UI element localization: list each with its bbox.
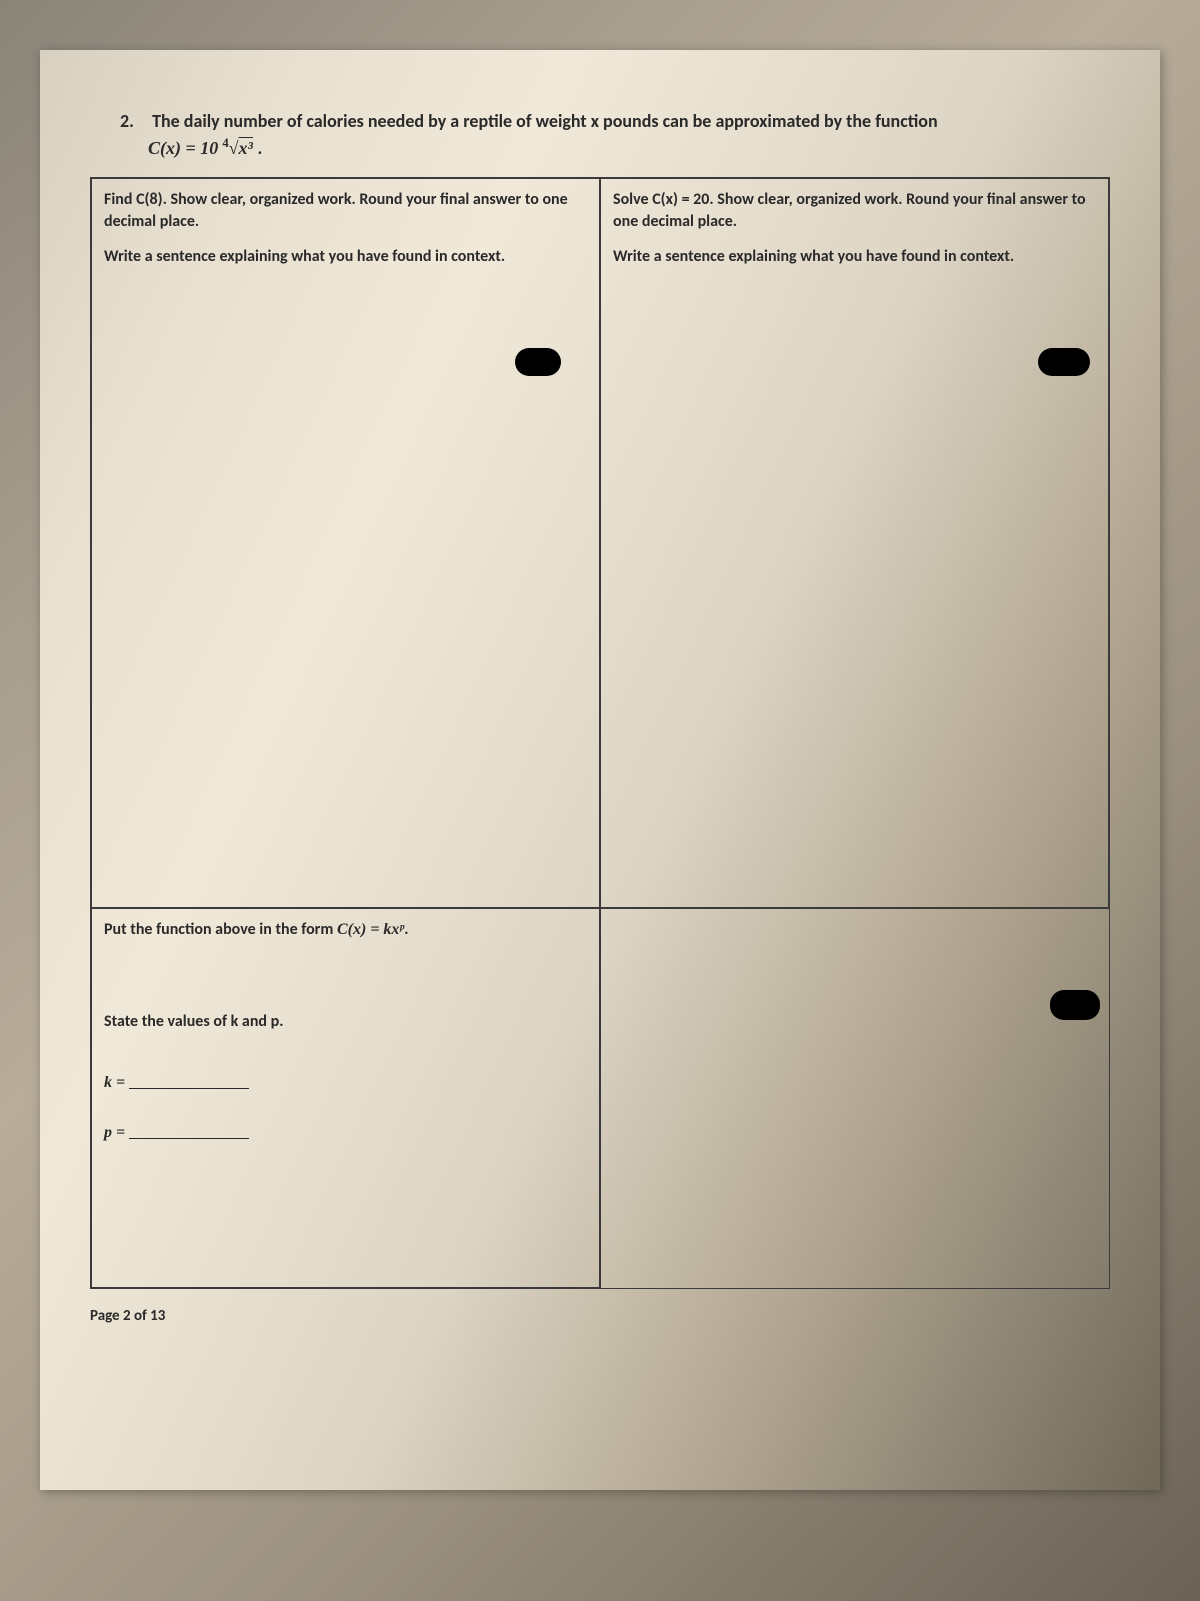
instruction-state-values: State the values of k and p. [104, 1011, 587, 1033]
k-label: k = [104, 1074, 125, 1091]
p-label: p = [104, 1124, 125, 1141]
p-field: p = [104, 1122, 587, 1144]
cell-bottom-left: Put the function above in the form C(x) … [91, 908, 600, 1288]
radical-expression: 4√x³ [222, 138, 257, 158]
problem-formula: C(x) = 10 4√x³ . [90, 136, 1110, 159]
instruction-sentence-right: Write a sentence explaining what you hav… [613, 246, 1096, 268]
redaction-mark [1038, 348, 1090, 376]
form-prefix: Put the function above in the form [104, 920, 337, 939]
form-formula: C(x) = kxᵖ [337, 921, 404, 938]
worksheet-page: 2. The daily number of calories needed b… [40, 50, 1160, 1490]
instruction-form: Put the function above in the form C(x) … [104, 919, 587, 941]
k-field: k = [104, 1072, 587, 1094]
problem-header: 2. The daily number of calories needed b… [90, 110, 1110, 132]
k-blank[interactable] [129, 1088, 249, 1089]
grid-row-top: Find C(8). Show clear, organized work. R… [91, 178, 1109, 908]
instruction-sentence-left: Write a sentence explaining what you hav… [104, 246, 587, 268]
radicand: x³ [239, 138, 253, 158]
instruction-solve: Solve C(x) = 20. Show clear, organized w… [613, 189, 1096, 232]
cell-bottom-right [600, 908, 1109, 1288]
redaction-mark [515, 348, 561, 376]
formula-lhs: C(x) = 10 [148, 138, 218, 158]
cell-top-right: Solve C(x) = 20. Show clear, organized w… [600, 178, 1109, 908]
form-suffix: . [404, 920, 408, 939]
radical-symbol: √ [229, 138, 239, 158]
problem-grid: Find C(8). Show clear, organized work. R… [90, 177, 1110, 1289]
problem-text: The daily number of calories needed by a… [152, 110, 938, 132]
p-blank[interactable] [129, 1138, 249, 1139]
grid-row-bottom: Put the function above in the form C(x) … [91, 908, 1109, 1288]
instruction-find: Find C(8). Show clear, organized work. R… [104, 189, 587, 232]
redaction-mark [1050, 990, 1100, 1020]
page-footer: Page 2 of 13 [90, 1307, 1110, 1325]
problem-number: 2. [120, 110, 148, 132]
formula-suffix: . [257, 137, 262, 159]
cell-top-left: Find C(8). Show clear, organized work. R… [91, 178, 600, 908]
